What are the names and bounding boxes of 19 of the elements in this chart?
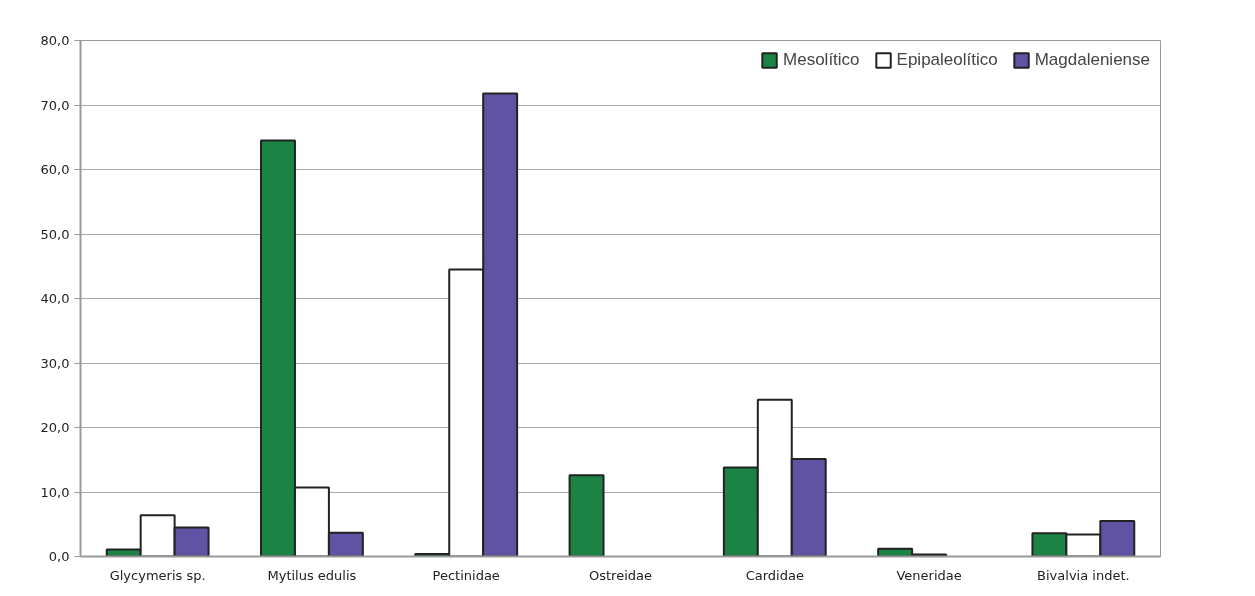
x-tick-label: Ostreidae xyxy=(589,567,653,583)
y-tick-label: 10,0 xyxy=(40,484,70,500)
legend-label: Epipaleolítico xyxy=(896,50,998,70)
x-tick-label: Mytilus edulis xyxy=(267,567,357,583)
y-tick-label: 80,0 xyxy=(40,33,70,48)
x-tick-label: Cardidae xyxy=(745,567,804,583)
y-tick-label: 60,0 xyxy=(40,162,70,177)
x-tick-label: Veneridae xyxy=(896,567,962,583)
x-tick-label: Bivalvia indet. xyxy=(1037,567,1130,583)
y-tick-label: 50,0 xyxy=(40,226,70,242)
legend-label: Mesolítico xyxy=(783,50,860,70)
y-tick-label: 70,0 xyxy=(40,97,70,113)
y-tick-label: 40,0 xyxy=(40,291,70,306)
y-tick-label: 20,0 xyxy=(40,420,70,435)
x-tick-label: Pectinidae xyxy=(432,567,500,583)
x-tick-label: Glycymeris sp. xyxy=(109,567,206,583)
y-tick-label: 30,0 xyxy=(40,355,70,371)
legend-label: Magdaleniense xyxy=(1034,50,1150,70)
y-tick-label: 0,0 xyxy=(48,549,70,564)
